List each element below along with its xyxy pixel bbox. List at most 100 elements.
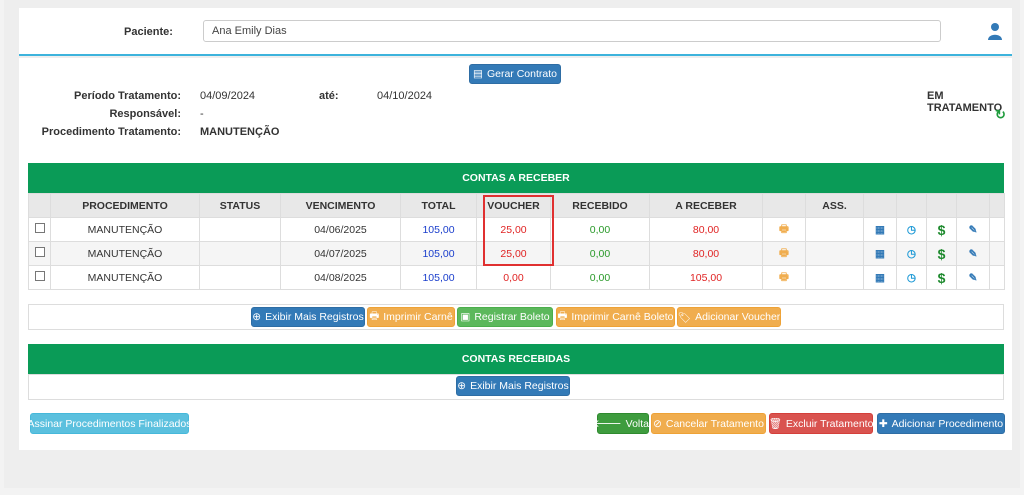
- cancelar-label: Cancelar Tratamento: [665, 417, 764, 430]
- contas-receber-header: CONTAS A RECEBER: [28, 163, 1004, 193]
- row-checkbox[interactable]: [34, 223, 45, 233]
- print-icon[interactable]: 🖶: [779, 246, 789, 259]
- cell-voucher: 0,00: [476, 265, 551, 290]
- cell-a-receber: 80,00: [649, 217, 763, 242]
- document-icon: ▣: [460, 311, 471, 323]
- cell-vencimento: 04/07/2025: [280, 241, 401, 266]
- cell-recebido: 0,00: [550, 265, 650, 290]
- edit-icon[interactable]: ✎: [968, 271, 978, 284]
- clock-icon[interactable]: ◷: [906, 223, 917, 236]
- print-icon[interactable]: 🖶: [779, 270, 789, 283]
- calendar-icon[interactable]: ▦: [875, 271, 885, 284]
- excluir-label: Excluir Tratamento: [785, 417, 874, 430]
- row-checkbox[interactable]: [34, 271, 45, 281]
- main-card: ▤ Gerar Contrato Período Tratamento: 04/…: [19, 58, 1012, 450]
- cell-total: 105,00: [400, 241, 477, 266]
- voltar-label: Voltar: [625, 417, 653, 430]
- gerar-contrato-label: Gerar Contrato: [486, 68, 557, 80]
- col-calendar: [863, 193, 897, 218]
- col-total: TOTAL: [400, 193, 477, 218]
- table-row: MANUTENÇÃO 04/08/2025 105,00 0,00 0,00 1…: [28, 265, 1005, 290]
- registrar-boleto-label: Registrar Boleto: [474, 311, 550, 323]
- cell-vencimento: 04/08/2025: [280, 265, 401, 290]
- print-icon[interactable]: 🖶: [779, 222, 789, 235]
- responsavel-value: -: [200, 108, 204, 120]
- exibir-mais-label: Exibir Mais Registros: [265, 311, 364, 323]
- clock-icon[interactable]: ◷: [906, 247, 917, 260]
- print-icon: 🖶: [557, 310, 568, 322]
- edit-icon[interactable]: ✎: [968, 247, 978, 260]
- col-a-receber: A RECEBER: [649, 193, 763, 218]
- col-procedimento: PROCEDIMENTO: [50, 193, 200, 218]
- imprimir-carne-boleto-label: Imprimir Carnê Boleto: [571, 311, 674, 323]
- periodo-fim: 04/10/2024: [377, 90, 433, 102]
- cell-procedimento: MANUTENÇÃO: [50, 241, 200, 266]
- cell-status: [199, 217, 281, 242]
- adicionar-procedimento-label: Adicionar Procedimento: [891, 417, 1004, 430]
- gerar-contrato-button[interactable]: ▤ Gerar Contrato: [469, 64, 561, 84]
- adicionar-voucher-button[interactable]: 🏷 Adicionar Voucher: [677, 307, 781, 327]
- contas-recebidas-header: CONTAS RECEBIDAS: [28, 344, 1004, 374]
- page-container: Paciente: ▤ Gerar Contrato Período Trata…: [4, 0, 1020, 488]
- cell-procedimento: MANUTENÇÃO: [50, 217, 200, 242]
- calendar-icon[interactable]: ▦: [875, 247, 885, 260]
- cell-ass: [805, 265, 864, 290]
- plus-circle-icon: ⊕: [252, 311, 262, 323]
- excluir-tratamento-button[interactable]: 🗑 Excluir Tratamento: [769, 413, 873, 434]
- imprimir-carne-boleto-button[interactable]: 🖶 Imprimir Carnê Boleto: [556, 307, 675, 327]
- calendar-icon[interactable]: ▦: [875, 223, 885, 236]
- dollar-icon[interactable]: $: [937, 221, 946, 238]
- col-vencimento: VENCIMENTO: [280, 193, 401, 218]
- contas-receber-table: PROCEDIMENTO STATUS VENCIMENTO TOTAL VOU…: [28, 193, 1005, 290]
- status-text: EM TRATAMENTO: [927, 90, 1003, 114]
- periodo-label: Período Tratamento:: [74, 90, 181, 102]
- user-icon[interactable]: [987, 22, 1003, 40]
- contract-icon: ▤: [473, 68, 483, 80]
- ban-icon: ⊘: [653, 417, 662, 430]
- voltar-button[interactable]: 🡐 Voltar: [593, 413, 653, 434]
- col-checkbox: [28, 193, 51, 218]
- registrar-boleto-button[interactable]: ▣ Registrar Boleto: [457, 307, 553, 327]
- cell-total: 105,00: [400, 265, 477, 290]
- dollar-icon[interactable]: $: [937, 245, 946, 262]
- assinar-procedimentos-button[interactable]: Assinar Procedimentos Finalizados: [27, 413, 192, 434]
- cancelar-tratamento-button[interactable]: ⊘ Cancelar Tratamento: [651, 413, 766, 434]
- adicionar-procedimento-button[interactable]: ✚ Adicionar Procedimento: [877, 413, 1005, 434]
- cell-a-receber: 105,00: [649, 265, 763, 290]
- procedimento-value: MANUTENÇÃO: [200, 126, 280, 138]
- cell-total: 105,00: [400, 217, 477, 242]
- clock-icon[interactable]: ◷: [906, 271, 917, 284]
- cell-ass: [805, 241, 864, 266]
- cell-recebido: 0,00: [550, 241, 650, 266]
- patient-input[interactable]: [203, 20, 941, 42]
- plus-icon: ✚: [878, 417, 888, 430]
- voucher-highlight-box: [483, 195, 554, 266]
- table-row: MANUTENÇÃO 04/07/2025 105,00 25,00 0,00 …: [28, 241, 1005, 266]
- dollar-icon[interactable]: $: [937, 269, 946, 286]
- refresh-icon[interactable]: ↻: [995, 107, 1006, 122]
- imprimir-carne-button[interactable]: 🖶 Imprimir Carnê: [367, 307, 455, 327]
- patient-bar: Paciente:: [19, 8, 1012, 56]
- trash-icon: 🗑: [768, 418, 782, 430]
- col-status: STATUS: [199, 193, 281, 218]
- print-icon: 🖶: [369, 310, 380, 322]
- responsavel-label: Responsável:: [109, 108, 181, 120]
- row-checkbox[interactable]: [34, 247, 45, 257]
- exibir-mais-recebidas-label: Exibir Mais Registros: [470, 380, 569, 392]
- col-edit: [956, 193, 990, 218]
- exibir-mais-recebidas-button[interactable]: ⊕ Exibir Mais Registros: [456, 376, 570, 396]
- cell-recebido: 0,00: [550, 217, 650, 242]
- tag-icon: 🏷: [677, 311, 692, 324]
- assinar-label: Assinar Procedimentos Finalizados: [27, 417, 192, 430]
- col-ass: ASS.: [805, 193, 864, 218]
- patient-label: Paciente:: [124, 26, 173, 38]
- edit-icon[interactable]: ✎: [968, 223, 978, 236]
- cell-ass: [805, 217, 864, 242]
- exibir-mais-registros-button[interactable]: ⊕ Exibir Mais Registros: [251, 307, 365, 327]
- col-recebido: RECEBIDO: [550, 193, 650, 218]
- ate-label: até:: [319, 90, 339, 102]
- cell-a-receber: 80,00: [649, 241, 763, 266]
- cell-procedimento: MANUTENÇÃO: [50, 265, 200, 290]
- periodo-inicio: 04/09/2024: [200, 90, 256, 102]
- table-row: MANUTENÇÃO 04/06/2025 105,00 25,00 0,00 …: [28, 217, 1005, 242]
